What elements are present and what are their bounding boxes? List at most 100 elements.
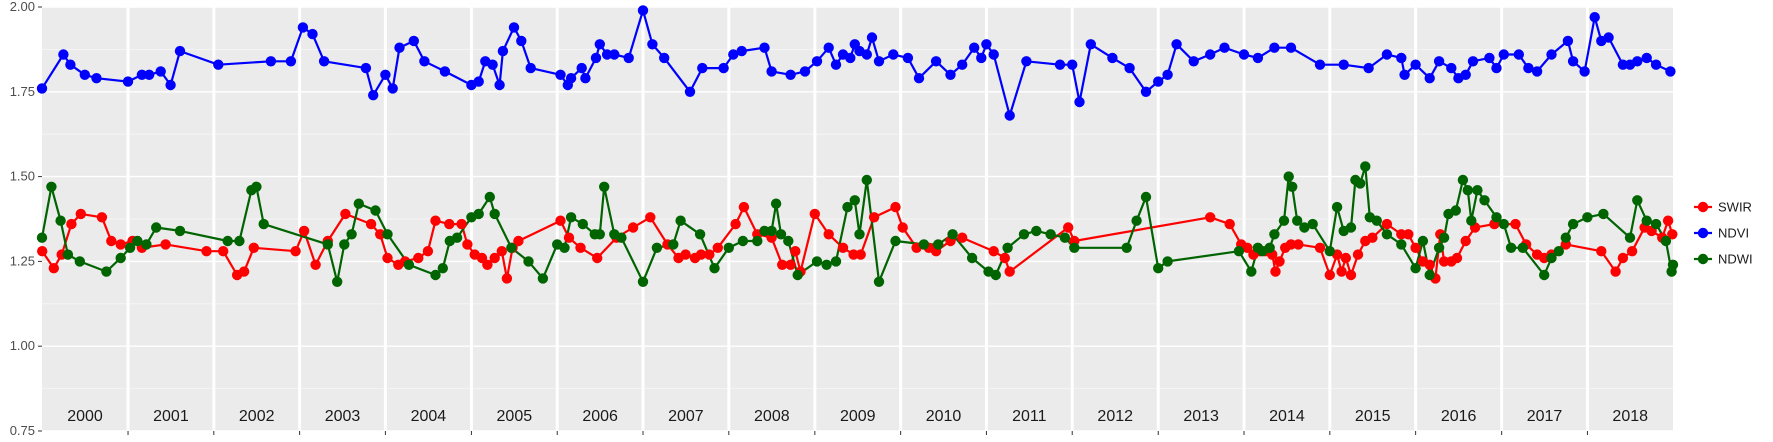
point-ndvi — [1085, 39, 1097, 50]
point-swir — [1626, 246, 1638, 257]
point-ndvi — [594, 39, 605, 50]
point-ndwi — [1466, 215, 1477, 226]
point-swir — [785, 259, 796, 270]
point-swir — [1274, 256, 1285, 267]
point-ndvi — [580, 73, 591, 84]
point-ndwi — [559, 242, 570, 253]
point-ndwi — [1396, 239, 1407, 250]
point-swir — [957, 232, 968, 243]
point-swir — [1596, 246, 1607, 257]
point-ndvi — [623, 52, 634, 64]
point-swir — [422, 246, 434, 257]
point-ndwi — [1472, 185, 1483, 196]
point-ndvi — [508, 22, 520, 33]
point-ndwi — [616, 232, 627, 243]
point-swir — [890, 201, 901, 213]
point-ndvi — [1603, 32, 1614, 43]
point-ndwi — [1045, 229, 1056, 240]
point-ndwi — [1264, 242, 1275, 253]
point-ndwi — [1371, 215, 1383, 226]
point-ndvi — [1589, 12, 1600, 23]
point-ndvi — [1171, 39, 1182, 50]
point-swir — [201, 246, 212, 257]
point-ndwi — [115, 252, 126, 264]
point-ndwi — [752, 235, 763, 247]
point-ndvi — [297, 22, 309, 33]
point-ndvi — [913, 73, 925, 84]
point-ndvi — [1579, 66, 1590, 77]
year-label: 2003 — [325, 408, 361, 425]
point-swir — [375, 229, 386, 240]
point-ndvi — [1498, 49, 1510, 60]
point-swir — [1403, 229, 1414, 240]
point-swir — [555, 215, 566, 226]
point-ndwi — [55, 215, 66, 226]
point-swir — [695, 249, 707, 260]
point-ndvi — [1238, 49, 1250, 60]
year-label: 2001 — [153, 408, 189, 425]
series-layer — [36, 5, 1679, 287]
point-ndwi — [451, 232, 463, 243]
point-ndwi — [766, 225, 777, 237]
point-ndvi — [1004, 110, 1015, 121]
point-swir — [430, 215, 441, 226]
point-swir — [75, 208, 87, 220]
point-ndvi — [811, 56, 823, 67]
point-ndwi — [74, 256, 86, 267]
point-ndwi — [783, 235, 794, 247]
point-ndvi — [888, 49, 899, 60]
point-ndwi — [1269, 229, 1280, 240]
point-ndwi — [322, 239, 333, 250]
point-swir — [1610, 266, 1621, 277]
point-swir — [712, 242, 723, 253]
point-ndvi — [122, 76, 134, 87]
point-ndwi — [1660, 235, 1672, 247]
point-ndwi — [484, 191, 495, 203]
point-ndvi — [1513, 49, 1525, 60]
point-ndwi — [132, 235, 143, 247]
year-label: 2013 — [1183, 408, 1219, 425]
point-ndvi — [155, 66, 166, 77]
point-swir — [1367, 232, 1378, 243]
point-ndvi — [1205, 49, 1216, 60]
point-ndwi — [842, 201, 853, 213]
point-swir — [96, 212, 108, 223]
year-label: 2009 — [840, 408, 876, 425]
point-swir — [106, 235, 117, 247]
point-ndwi — [1598, 208, 1609, 220]
point-swir — [482, 259, 493, 270]
point-ndwi — [1539, 269, 1550, 281]
point-ndwi — [1162, 256, 1173, 267]
point-ndwi — [370, 205, 381, 216]
point-ndwi — [918, 239, 930, 250]
point-ndvi — [174, 45, 186, 57]
point-ndwi — [709, 263, 720, 274]
point-ndvi — [58, 49, 69, 60]
point-swir — [1667, 229, 1678, 240]
point-ndwi — [346, 229, 357, 240]
point-ndwi — [1410, 263, 1421, 274]
point-ndvi — [609, 49, 620, 60]
point-swir — [462, 239, 473, 250]
point-ndvi — [1107, 52, 1118, 64]
point-swir — [592, 252, 603, 264]
point-ndvi — [945, 69, 956, 81]
point-ndvi — [1433, 56, 1445, 67]
point-ndvi — [969, 42, 980, 53]
point-ndwi — [1233, 246, 1245, 257]
point-ndvi — [1338, 59, 1349, 70]
y-axis: 0.75 1.00 1.25 1.50 1.75 2.00 — [10, 0, 42, 438]
point-ndvi — [565, 73, 577, 84]
point-ndvi — [576, 62, 587, 74]
point-ndvi — [487, 59, 498, 70]
point-ndvi — [1399, 69, 1410, 81]
point-swir — [1662, 215, 1674, 226]
point-ndwi — [1624, 232, 1636, 243]
point-swir — [456, 218, 467, 230]
point-swir — [1293, 239, 1304, 250]
y-tick-label: 1.75 — [10, 84, 35, 99]
point-ndwi — [861, 174, 872, 186]
point-ndvi — [1381, 49, 1393, 60]
point-ndvi — [957, 59, 968, 70]
